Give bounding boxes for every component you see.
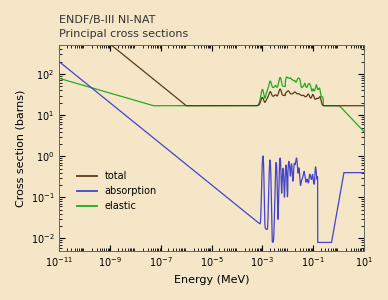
Legend: total, absorption, elastic: total, absorption, elastic [73,168,161,215]
X-axis label: Energy (MeV): Energy (MeV) [174,275,249,285]
Text: ENDF/B-III NI-NAT
Principal cross sections: ENDF/B-III NI-NAT Principal cross sectio… [59,15,189,39]
Y-axis label: Cross section (barns): Cross section (barns) [15,89,25,207]
